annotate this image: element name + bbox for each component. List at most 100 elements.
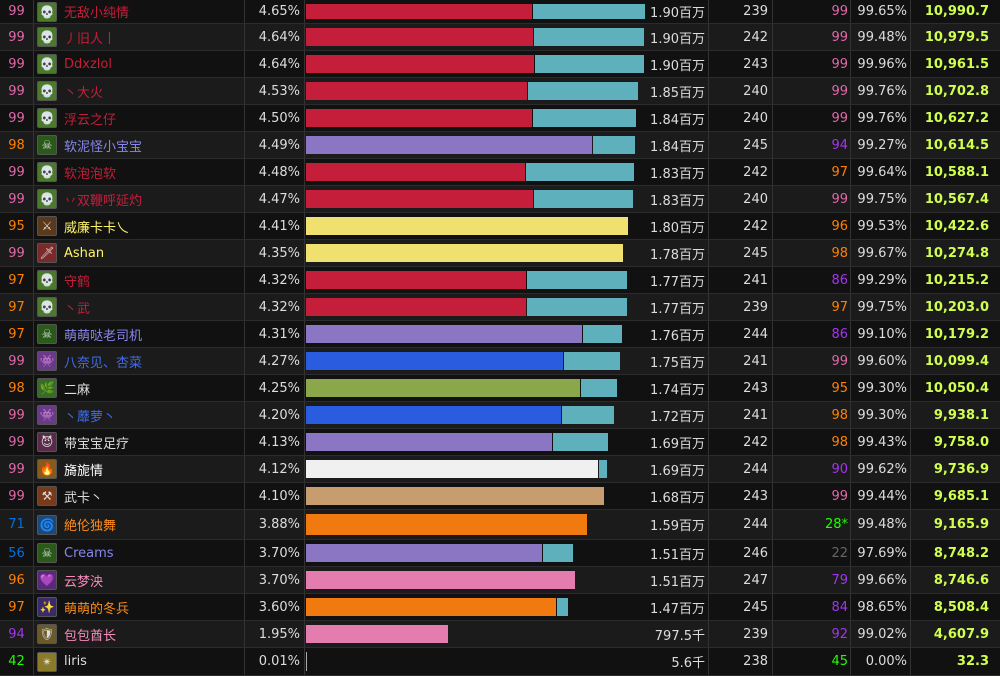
table-row[interactable]: 99 💀 浮云之仔 4.50% 1.84百万 240 99 99.76% 10,627.2 xyxy=(0,105,1000,132)
damage-bar xyxy=(306,217,628,235)
player-name[interactable]: 絶伦独舞 xyxy=(64,519,117,534)
player-name[interactable]: 丿旧人丨 xyxy=(64,31,117,47)
player-name[interactable]: 旖旎情 xyxy=(64,463,104,479)
column-divider xyxy=(708,321,709,347)
player-name[interactable]: 丶武 xyxy=(64,301,91,317)
table-row[interactable]: 95 ⚔ 威廉卡卡乀 4.41% 1.80百万 242 96 99.53% 10,422.6 xyxy=(0,213,1000,240)
spec-icon: ⚔ xyxy=(37,216,57,236)
ilvl-rank-percentile: 99 xyxy=(831,83,848,99)
active-time: 99.10% xyxy=(857,326,907,342)
table-row[interactable]: 97 💀 守鹤 4.32% 1.77百万 241 86 99.29% 10,215.2 xyxy=(0,267,1000,294)
spec-icon-cell: 💀 xyxy=(36,24,58,50)
table-row[interactable]: 99 💀 无敌小纯情 4.65% 1.90百万 239 99 99.65% 10,990.7 xyxy=(0,0,1000,24)
table-row[interactable]: 98 🌿 二麻 4.25% 1.74百万 243 95 99.30% 10,050.4 xyxy=(0,375,1000,402)
player-name[interactable]: 萌萌的冬兵 xyxy=(64,601,130,617)
player-name[interactable]: 浮云之仔 xyxy=(64,112,117,128)
spec-icon: ☠ xyxy=(37,135,57,155)
ilvl-rank-percentile: 92 xyxy=(831,626,848,642)
player-name[interactable]: 云梦泱 xyxy=(64,574,104,590)
column-divider xyxy=(244,648,245,675)
player-name[interactable]: Ddxzlol xyxy=(64,56,112,72)
table-row[interactable]: 99 💀 软泡泡软 4.48% 1.83百万 242 97 99.64% 10,588.1 xyxy=(0,159,1000,186)
table-row[interactable]: 98 ☠ 软泥怪小宝宝 4.49% 1.84百万 245 94 99.27% 10,614.5 xyxy=(0,132,1000,159)
column-divider xyxy=(772,321,773,347)
player-name[interactable]: Ashan xyxy=(64,245,105,261)
column-divider xyxy=(708,429,709,455)
player-name[interactable]: 萌萌哒老司机 xyxy=(64,328,143,344)
column-divider xyxy=(910,0,911,23)
item-level: 242 xyxy=(743,218,768,234)
column-divider xyxy=(304,0,305,23)
table-row[interactable]: 99 👾 丶蘼萝丶 4.20% 1.72百万 241 98 99.30% 9,938.1 xyxy=(0,402,1000,429)
damage-bar-extra xyxy=(561,406,614,424)
spec-icon-cell: ✴ xyxy=(36,648,58,675)
item-level: 243 xyxy=(743,380,768,396)
ilvl-rank-percentile: 98 xyxy=(831,245,848,261)
column-divider xyxy=(33,0,34,23)
table-row[interactable]: 99 💀 丿旧人丨 4.64% 1.90百万 242 99 99.48% 10,979.5 xyxy=(0,24,1000,51)
column-divider xyxy=(850,213,851,239)
table-row[interactable]: 94 🛡 包包酋长 1.95% 797.5千 239 92 99.02% 4,607.9 xyxy=(0,621,1000,648)
dps-value: 10,422.6 xyxy=(924,218,989,234)
spec-icon-cell: 🗡 xyxy=(36,240,58,266)
spec-icon-cell: 🌿 xyxy=(36,375,58,401)
item-level: 241 xyxy=(743,272,768,288)
player-name[interactable]: 带宝宝足疗 xyxy=(64,436,130,452)
column-divider xyxy=(910,51,911,77)
table-row[interactable]: 99 💀 丷双鞭呼延灼 4.47% 1.83百万 240 99 99.75% 10,567.4 xyxy=(0,186,1000,213)
table-row[interactable]: 99 💀 Ddxzlol 4.64% 1.90百万 243 99 99.96% 10,961.5 xyxy=(0,51,1000,78)
damage-bar-main xyxy=(306,406,561,424)
player-name[interactable]: 软泥怪小宝宝 xyxy=(64,139,143,155)
table-row[interactable]: 42 ✴ liris 0.01% 5.6千 238 45 0.00% 32.3 xyxy=(0,648,1000,676)
table-row[interactable]: 71 🌀 絶伦独舞 3.88% 1.59百万 244 28* 99.48% 9,165.9 xyxy=(0,510,1000,540)
player-name[interactable]: 丶大火 xyxy=(64,85,104,101)
column-divider xyxy=(772,132,773,158)
player-name[interactable]: 无敌小纯情 xyxy=(64,6,130,21)
column-divider xyxy=(244,105,245,131)
table-row[interactable]: 97 ✨ 萌萌的冬兵 3.60% 1.47百万 245 84 98.65% 8,508.4 xyxy=(0,594,1000,621)
player-name[interactable]: 威廉卡卡乀 xyxy=(64,220,130,236)
damage-percent: 3.70% xyxy=(258,572,300,588)
table-row[interactable]: 97 ☠ 萌萌哒老司机 4.31% 1.76百万 244 86 99.10% 10,179.2 xyxy=(0,321,1000,348)
dps-value: 10,702.8 xyxy=(924,83,989,99)
table-row[interactable]: 56 ☠ Creams 3.70% 1.51百万 246 22 97.69% 8,748.2 xyxy=(0,540,1000,567)
player-name[interactable]: 丶蘼萝丶 xyxy=(64,409,117,425)
table-row[interactable]: 99 👾 八奈见、杏菜 4.27% 1.75百万 241 99 99.60% 10,099.4 xyxy=(0,348,1000,375)
player-name[interactable]: Creams xyxy=(64,545,114,561)
table-row[interactable]: 96 💜 云梦泱 3.70% 1.51百万 247 79 99.66% 8,746.6 xyxy=(0,567,1000,594)
damage-bar xyxy=(306,136,635,154)
column-divider xyxy=(304,294,305,320)
table-row[interactable]: 99 💀 丶大火 4.53% 1.85百万 240 99 99.76% 10,702.8 xyxy=(0,78,1000,105)
player-name[interactable]: 武卡丶 xyxy=(64,490,104,506)
player-name[interactable]: 二麻 xyxy=(64,382,91,398)
damage-amount: 1.59百万 xyxy=(650,519,705,534)
active-time: 99.44% xyxy=(857,488,907,504)
damage-percent: 1.95% xyxy=(258,626,300,642)
player-name[interactable]: 守鹤 xyxy=(64,274,91,290)
table-row[interactable]: 99 🔥 旖旎情 4.12% 1.69百万 244 90 99.62% 9,736.9 xyxy=(0,456,1000,483)
table-row[interactable]: 99 ⚒ 武卡丶 4.10% 1.68百万 243 99 99.44% 9,685.1 xyxy=(0,483,1000,510)
column-divider xyxy=(304,240,305,266)
column-divider xyxy=(33,402,34,428)
dps-value: 10,203.0 xyxy=(924,299,989,315)
damage-bar-main xyxy=(306,379,581,397)
column-divider xyxy=(304,510,305,539)
table-row[interactable]: 99 🗡 Ashan 4.35% 1.78百万 245 98 99.67% 10,274.8 xyxy=(0,240,1000,267)
player-name[interactable]: 丷双鞭呼延灼 xyxy=(64,193,143,209)
player-name[interactable]: liris xyxy=(64,654,87,669)
rank-percentile: 99 xyxy=(8,488,25,504)
table-row[interactable]: 99 😈 带宝宝足疗 4.13% 1.69百万 242 98 99.43% 9,758.0 xyxy=(0,429,1000,456)
column-divider xyxy=(33,294,34,320)
damage-bar-extra xyxy=(527,271,627,289)
player-name[interactable]: 软泡泡软 xyxy=(64,166,117,182)
damage-bar xyxy=(306,514,588,535)
ilvl-rank-percentile: 94 xyxy=(831,137,848,153)
damage-bar-extra xyxy=(527,298,627,316)
damage-amount: 1.74百万 xyxy=(650,382,705,398)
spec-icon-cell: 💀 xyxy=(36,159,58,185)
column-divider xyxy=(850,375,851,401)
table-row[interactable]: 97 💀 丶武 4.32% 1.77百万 239 97 99.75% 10,203.0 xyxy=(0,294,1000,321)
player-name[interactable]: 八奈见、杏菜 xyxy=(64,355,143,371)
damage-bar-extra xyxy=(542,544,573,562)
player-name[interactable]: 包包酋长 xyxy=(64,628,117,644)
